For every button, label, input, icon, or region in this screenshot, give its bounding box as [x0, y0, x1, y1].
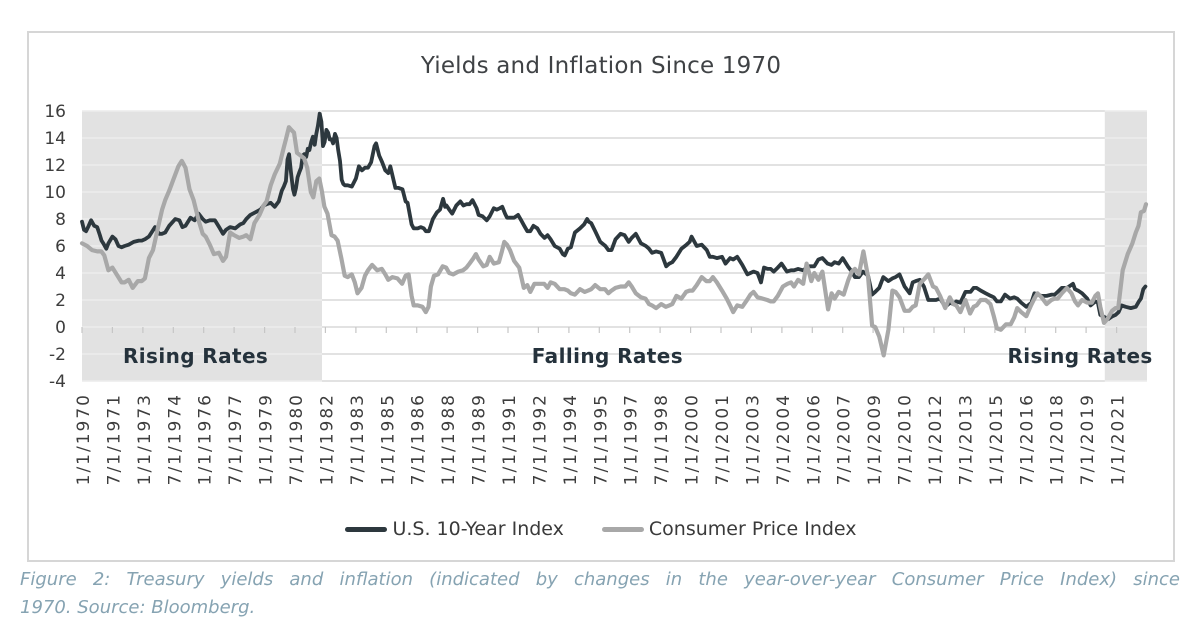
- figure-caption: Figure 2: Treasury yields and inflation …: [20, 566, 1180, 622]
- x-axis-label: 7/1/1998: [652, 393, 672, 485]
- legend-item-us-10-year: U.S. 10-Year Index: [345, 518, 564, 540]
- legend-label-us-10-year: U.S. 10-Year Index: [392, 518, 564, 540]
- x-axis-label: 1/1/2006: [804, 393, 824, 485]
- y-axis-label: -4: [49, 372, 66, 392]
- y-axis-label: 4: [55, 264, 66, 284]
- y-axis-label: 16: [44, 102, 66, 122]
- figure-caption-line2: 1970. Source: Bloomberg.: [20, 597, 256, 618]
- x-axis-label: 7/1/2010: [896, 393, 916, 485]
- legend-label-cpi: Consumer Price Index: [648, 518, 857, 540]
- x-axis-label: 7/1/2007: [835, 393, 855, 485]
- x-axis-label: 1/1/1976: [196, 393, 216, 485]
- x-axis-label: 1/1/2021: [1109, 393, 1129, 485]
- chart-legend: U.S. 10-Year Index Consumer Price Index: [27, 514, 1175, 544]
- region-annotation: Rising Rates: [1007, 344, 1152, 368]
- region-annotation: Falling Rates: [532, 344, 683, 368]
- y-axis-label: 2: [55, 291, 66, 311]
- us-10-year-line-swatch-icon: [345, 526, 388, 532]
- cpi-line-swatch-icon: [601, 526, 644, 532]
- x-axis-label: 7/1/1980: [287, 393, 307, 485]
- x-axis-label: 7/1/2001: [713, 393, 733, 485]
- x-axis-label: 7/1/1983: [348, 393, 368, 485]
- x-axis-label: 7/1/1992: [530, 393, 550, 485]
- x-axis-label: 1/1/2003: [743, 393, 763, 485]
- figure-caption-line1: Figure 2: Treasury yields and inflation …: [20, 569, 1180, 590]
- x-axis-label: 1/1/1988: [439, 393, 459, 485]
- x-axis-label: 7/1/2004: [774, 393, 794, 485]
- x-axis-label: 1/1/1970: [74, 393, 94, 485]
- x-axis-label: 1/1/2000: [683, 393, 703, 485]
- region-annotation: Rising Rates: [123, 344, 268, 368]
- x-axis-label: 7/1/2019: [1078, 393, 1098, 485]
- y-axis-label: 0: [55, 318, 66, 338]
- chart-title: Yields and Inflation Since 1970: [420, 53, 782, 79]
- x-axis-label: 1/1/1985: [378, 393, 398, 485]
- y-axis-label: 6: [55, 237, 66, 257]
- x-axis-label: 1/1/1991: [500, 393, 520, 485]
- x-axis-label: 1/1/1979: [257, 393, 277, 485]
- x-axis-label: 1/1/1973: [135, 393, 155, 485]
- y-axis-label: 10: [44, 183, 66, 203]
- x-axis-label: 7/1/1986: [409, 393, 429, 485]
- x-axis-label: 1/1/1982: [317, 393, 337, 485]
- x-axis-label: 7/1/2016: [1017, 393, 1037, 485]
- x-axis-label: 7/1/1974: [165, 393, 185, 485]
- x-axis-label: 1/1/2015: [987, 393, 1007, 485]
- y-axis-label: -2: [49, 345, 66, 365]
- x-axis-label: 7/1/1971: [104, 393, 124, 485]
- y-axis-label: 14: [44, 129, 66, 149]
- x-axis-label: 1/1/1994: [561, 393, 581, 485]
- x-axis-label: 1/1/1997: [622, 393, 642, 485]
- x-axis-label: 1/1/2012: [926, 393, 946, 485]
- x-axis-label: 7/1/2013: [956, 393, 976, 485]
- x-axis-label: 7/1/1989: [470, 393, 490, 485]
- legend-item-cpi: Consumer Price Index: [601, 518, 857, 540]
- y-axis-label: 8: [55, 210, 66, 230]
- x-axis-label: 1/1/2009: [865, 393, 885, 485]
- x-axis-label: 1/1/2018: [1048, 393, 1068, 485]
- x-axis-label: 7/1/1977: [226, 393, 246, 485]
- series-line-consumer-price-index: [79, 125, 1149, 358]
- x-axis-label: 7/1/1995: [591, 393, 611, 485]
- y-axis-label: 12: [44, 156, 66, 176]
